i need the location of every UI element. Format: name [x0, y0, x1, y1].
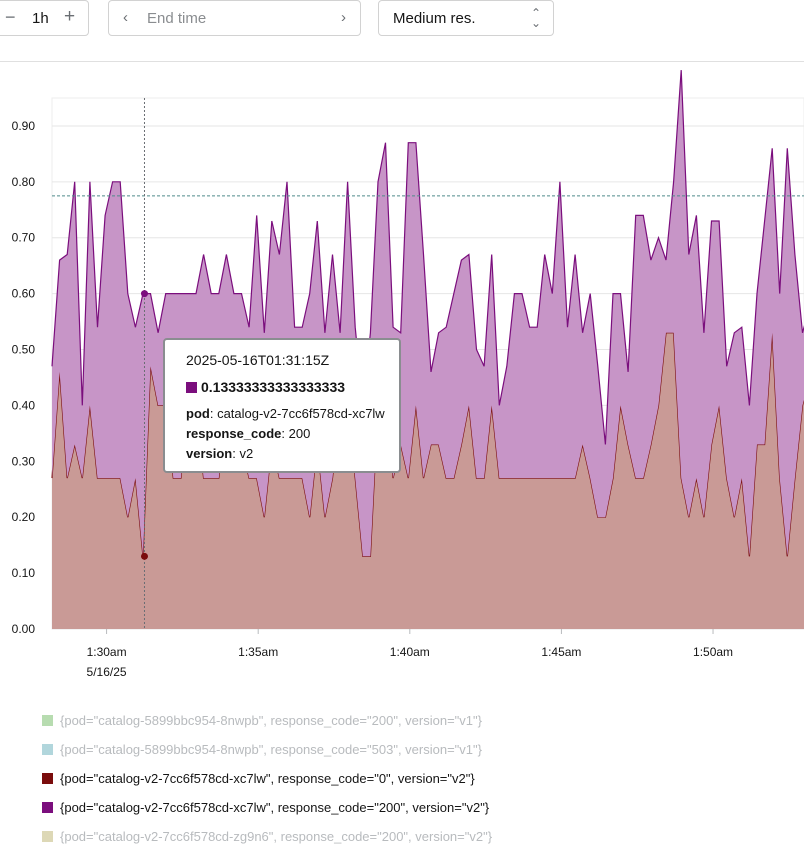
tooltip-label-version: version: v2	[186, 446, 254, 461]
decrease-range-button[interactable]: −	[5, 7, 16, 27]
legend-item[interactable]: {pod="catalog-v2-7cc6f578cd-zg9n6", resp…	[42, 826, 492, 846]
tooltip-value: 0.13333333333333333	[201, 379, 346, 395]
y-tick-label: 0.30	[12, 454, 36, 468]
legend-swatch-icon	[42, 801, 53, 813]
guide-lines	[52, 98, 804, 629]
range-stepper: − 1h +	[0, 0, 89, 36]
end-time-input[interactable]: End time	[147, 10, 207, 27]
legend-item[interactable]: {pod="catalog-v2-7cc6f578cd-xc7lw", resp…	[42, 797, 489, 817]
select-caret-icon: ⌃ ⌄	[530, 6, 541, 30]
tooltip-value-row: 0.13333333333333333	[186, 379, 399, 395]
x-tick-label: 1:30am	[87, 645, 127, 659]
legend-label: {pod="catalog-5899bbc954-8nwpb", respons…	[60, 741, 482, 757]
x-tick-label: 1:35am	[238, 645, 278, 659]
legend-label: {pod="catalog-5899bbc954-8nwpb", respons…	[60, 712, 482, 728]
toolbar-divider	[0, 61, 804, 62]
increase-range-button[interactable]: +	[64, 6, 76, 27]
y-tick-label: 0.40	[12, 398, 36, 412]
x-axis: 1:30am 5/16/25 1:35am 1:40am 1:45am 1:50am	[87, 629, 733, 679]
y-tick-label: 0.90	[12, 119, 36, 133]
legend-label: {pod="catalog-v2-7cc6f578cd-xc7lw", resp…	[60, 799, 490, 815]
tooltip-label-pod: pod: catalog-v2-7cc6f578cd-xc7lw	[186, 406, 385, 421]
hover-tooltip: 2025-05-16T01:31:15Z 0.13333333333333333…	[163, 338, 401, 473]
graph-chart[interactable]: 0.00 0.10 0.20 0.30 0.40 0.50 0.60 0.70 0.80 0.90…	[0, 0, 804, 700]
x-tick-label: 1:40am	[390, 645, 430, 659]
legend-swatch-icon	[42, 830, 53, 842]
resolution-value: Medium res.	[393, 10, 476, 27]
legend-item[interactable]: {pod="catalog-v2-7cc6f578cd-xc7lw", resp…	[42, 768, 475, 788]
hover-point-0	[140, 552, 148, 560]
legend-swatch-icon	[42, 772, 53, 784]
y-axis: 0.00 0.10 0.20 0.30 0.40 0.50 0.60 0.70 0.80 0.90	[12, 119, 36, 636]
series-line-1	[51, 70, 804, 445]
resolution-select[interactable]: Medium res. ⌃ ⌄	[378, 0, 554, 36]
tooltip-label-response-code: response_code: 200	[186, 426, 311, 441]
tooltip-time: 2025-05-16T01:31:15Z	[186, 352, 330, 368]
legend-item[interactable]: {pod="catalog-5899bbc954-8nwpb", respons…	[42, 710, 482, 730]
legend-item[interactable]: {pod="catalog-5899bbc954-8nwpb", respons…	[42, 739, 482, 759]
range-value[interactable]: 1h	[32, 10, 49, 27]
x-tick-label: 1:45am	[541, 645, 581, 659]
x-tick-label: 1:50am	[693, 645, 733, 659]
legend-label: {pod="catalog-v2-7cc6f578cd-zg9n6", resp…	[60, 828, 493, 844]
y-tick-label: 0.60	[12, 287, 36, 301]
legend-label: {pod="catalog-v2-7cc6f578cd-xc7lw", resp…	[60, 770, 475, 786]
x-tick-date-label: 5/16/25	[87, 665, 127, 679]
legend-swatch-icon	[42, 714, 53, 726]
y-tick-label: 0.80	[12, 175, 36, 189]
y-tick-label: 0.00	[12, 622, 36, 636]
y-tick-label: 0.10	[12, 566, 36, 580]
chevron-left-icon[interactable]: ‹	[123, 9, 128, 26]
y-tick-label: 0.50	[12, 343, 36, 357]
end-time-picker[interactable]: ‹ End time ›	[108, 0, 361, 36]
chevron-right-icon[interactable]: ›	[341, 9, 346, 26]
y-tick-label: 0.20	[12, 510, 36, 524]
tooltip-series-swatch	[186, 381, 197, 393]
hover-point-1	[140, 290, 148, 298]
y-tick-label: 0.70	[12, 231, 36, 245]
series-area-0	[52, 332, 804, 629]
legend-swatch-icon	[42, 743, 53, 755]
